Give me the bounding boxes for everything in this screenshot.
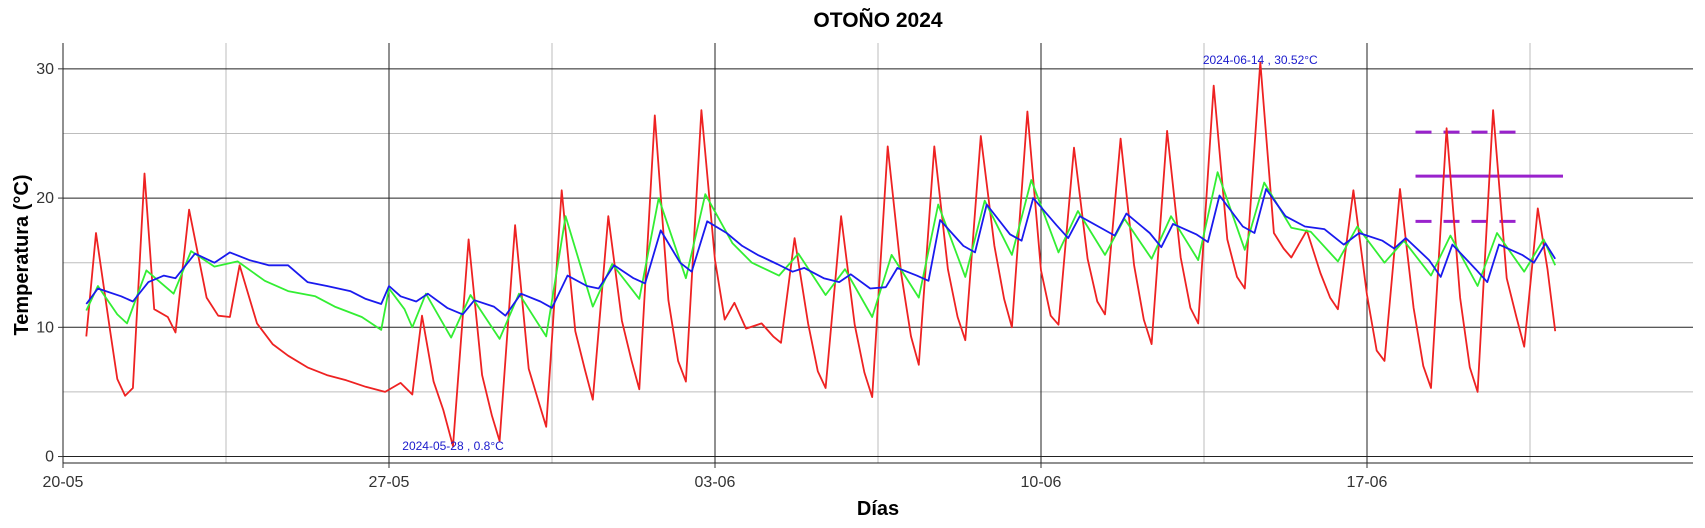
axes bbox=[62, 43, 1693, 464]
y-tick-label: 20 bbox=[36, 190, 54, 207]
y-tick-label: 0 bbox=[45, 449, 54, 466]
y-tick-label: 30 bbox=[36, 61, 54, 78]
x-tick-label: 20-05 bbox=[43, 474, 84, 491]
x-tick-label: 27-05 bbox=[369, 474, 410, 491]
series-green-line bbox=[85, 171, 1557, 340]
series-layer bbox=[85, 61, 1557, 448]
min-temperature-annotation: 2024-05-28 , 0.8°C bbox=[402, 439, 504, 453]
y-tick-label: 10 bbox=[36, 319, 54, 336]
y-axis-title: Temperatura (°C) bbox=[11, 175, 33, 336]
series-blue-line bbox=[85, 188, 1556, 317]
x-tick-label: 10-06 bbox=[1021, 474, 1062, 491]
y-axis-ticks: 0 10 20 30 bbox=[36, 61, 63, 466]
x-axis-ticks: 20-05 27-05 03-06 10-06 17-06 bbox=[43, 463, 1388, 491]
x-tick-label: 17-06 bbox=[1347, 474, 1388, 491]
max-temperature-annotation: 2024-06-14 , 30.52°C bbox=[1203, 53, 1318, 67]
x-tick-label: 03-06 bbox=[695, 474, 736, 491]
chart-title: OTOÑO 2024 bbox=[813, 9, 942, 32]
series-red-line bbox=[85, 61, 1557, 448]
x-axis-title: Días bbox=[857, 498, 899, 520]
annotation-layer: 2024-06-14 , 30.52°C 2024-05-28 , 0.8°C bbox=[402, 53, 1318, 453]
